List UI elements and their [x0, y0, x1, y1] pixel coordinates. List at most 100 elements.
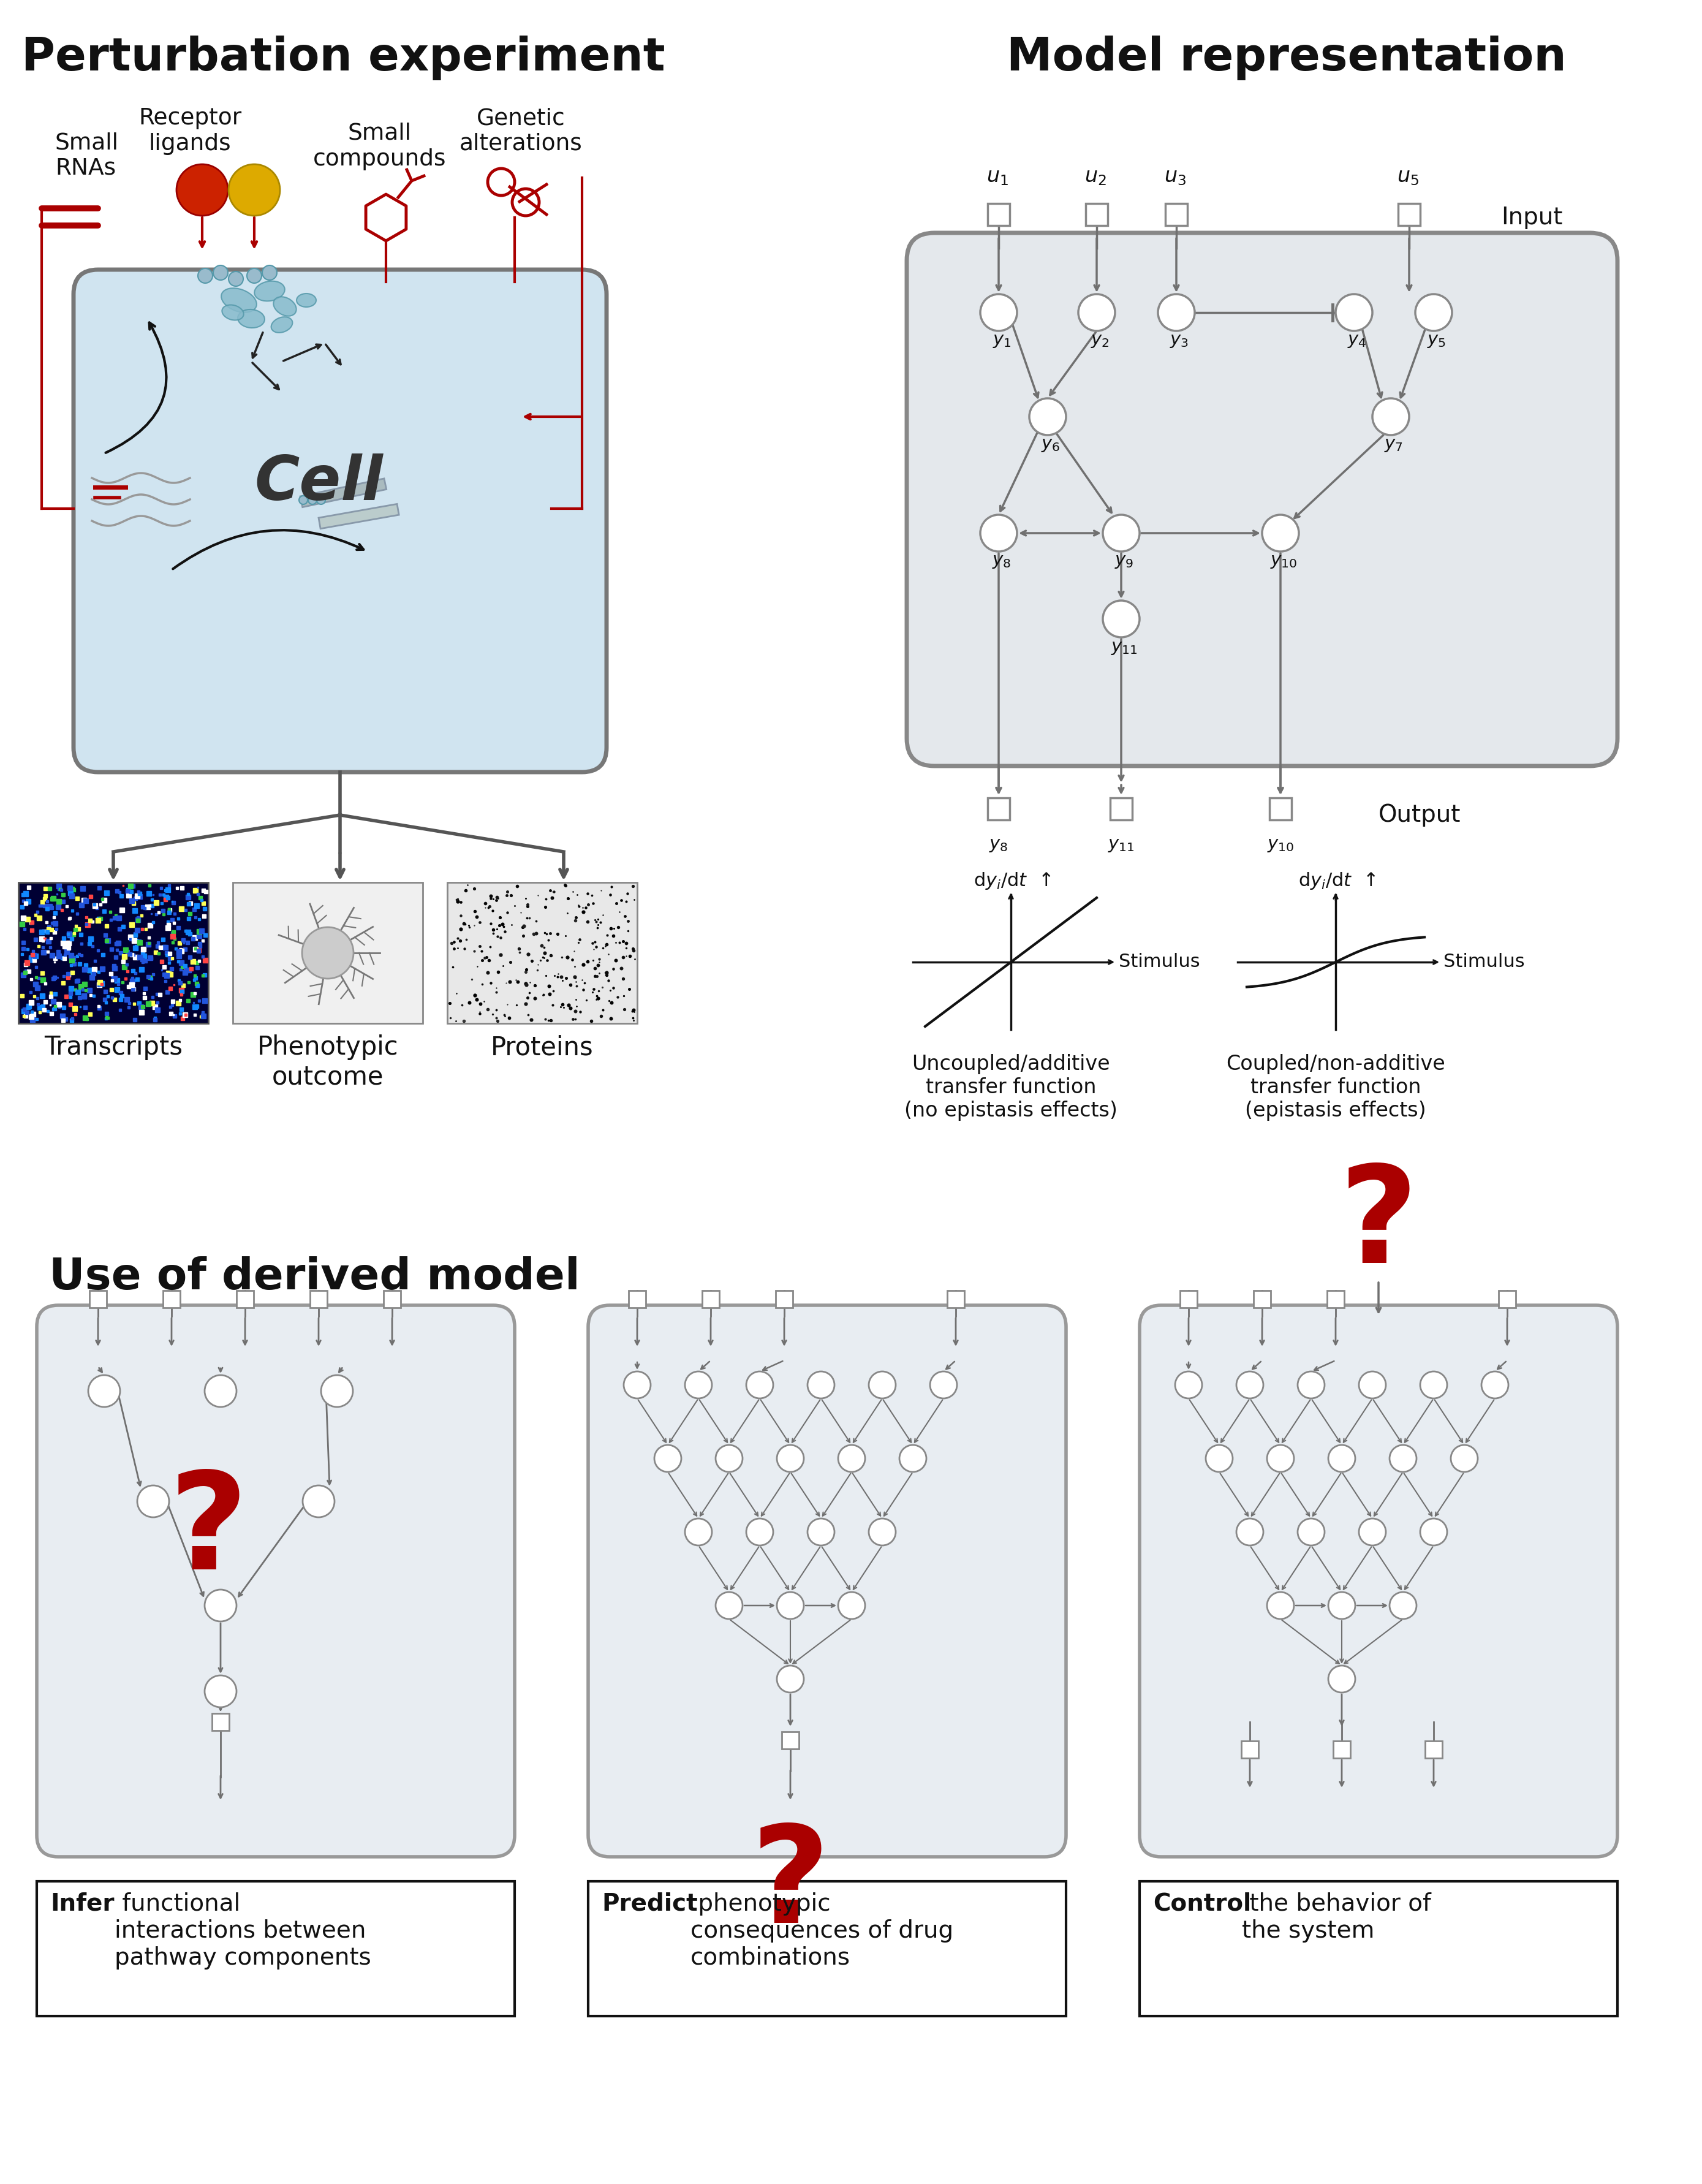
Circle shape [1328, 1592, 1355, 1618]
Text: $y_{11}$: $y_{11}$ [1111, 640, 1137, 657]
Ellipse shape [221, 288, 257, 312]
Circle shape [1419, 1372, 1447, 1398]
Circle shape [317, 496, 325, 505]
Bar [781, 1732, 798, 1749]
Bar [318, 505, 398, 529]
Circle shape [1236, 1372, 1263, 1398]
Circle shape [1266, 1592, 1294, 1618]
Bar [383, 1291, 400, 1308]
Circle shape [1103, 601, 1140, 638]
Bar [163, 1291, 180, 1308]
Text: $u_1$: $u_1$ [987, 166, 1008, 188]
Circle shape [980, 295, 1018, 332]
Text: Uncoupled/additive
transfer function
(no epistasis effects): Uncoupled/additive transfer function (no… [904, 1055, 1118, 1120]
Text: $u_2$: $u_2$ [1084, 166, 1106, 188]
Bar [300, 478, 386, 507]
Text: the behavior of
the system: the behavior of the system [1242, 1891, 1431, 1942]
Text: ?: ? [1339, 1160, 1418, 1291]
Circle shape [1266, 1446, 1294, 1472]
Bar [37, 1880, 514, 2016]
Circle shape [929, 1372, 957, 1398]
Circle shape [301, 928, 354, 978]
Text: Small
compounds: Small compounds [313, 122, 446, 170]
Text: Transcripts: Transcripts [44, 1035, 182, 1059]
Text: $y_3$: $y_3$ [1169, 332, 1190, 349]
Circle shape [228, 271, 243, 286]
Circle shape [745, 1372, 773, 1398]
Circle shape [745, 1518, 773, 1546]
Bar [1110, 797, 1132, 819]
Circle shape [623, 1372, 650, 1398]
Circle shape [715, 1446, 742, 1472]
Text: $u_5$: $u_5$ [1397, 166, 1419, 188]
Bar [1498, 1291, 1516, 1308]
Bar [1270, 797, 1292, 819]
Circle shape [138, 1485, 168, 1518]
Text: $y_8$: $y_8$ [989, 836, 1008, 854]
Ellipse shape [274, 297, 296, 317]
Circle shape [1079, 295, 1115, 332]
Text: $y_{10}$: $y_{10}$ [1270, 553, 1297, 570]
Text: Phenotypic
outcome: Phenotypic outcome [257, 1035, 398, 1090]
Circle shape [1103, 515, 1140, 553]
Circle shape [899, 1446, 926, 1472]
Text: Coupled/non-additive
transfer function
(epistasis effects): Coupled/non-additive transfer function (… [1225, 1055, 1445, 1120]
Ellipse shape [254, 282, 284, 301]
Circle shape [1358, 1518, 1385, 1546]
Bar [703, 1291, 720, 1308]
Bar [628, 1291, 645, 1308]
Bar [448, 882, 637, 1024]
Circle shape [247, 269, 262, 284]
Text: Predict: Predict [601, 1891, 698, 1915]
FancyBboxPatch shape [589, 1306, 1065, 1856]
Circle shape [1389, 1446, 1416, 1472]
Text: $y_8$: $y_8$ [992, 553, 1011, 570]
Text: Proteins: Proteins [490, 1035, 594, 1059]
Text: $y_{10}$: $y_{10}$ [1266, 836, 1294, 854]
Text: $u_3$: $u_3$ [1164, 166, 1186, 188]
Circle shape [1419, 1518, 1447, 1546]
Circle shape [1297, 1372, 1324, 1398]
Circle shape [1336, 295, 1372, 332]
Bar [1140, 1880, 1617, 2016]
Text: Model representation: Model representation [1006, 35, 1566, 81]
Circle shape [89, 1376, 121, 1406]
Circle shape [303, 1485, 335, 1518]
Circle shape [228, 164, 281, 216]
Circle shape [776, 1592, 803, 1618]
Text: d$y_i$/d$t$  ↑: d$y_i$/d$t$ ↑ [974, 871, 1050, 891]
Circle shape [322, 1376, 352, 1406]
Circle shape [1205, 1446, 1232, 1472]
Circle shape [1481, 1372, 1508, 1398]
Text: Perturbation experiment: Perturbation experiment [20, 35, 665, 81]
Bar [237, 1291, 254, 1308]
Bar [1425, 1741, 1442, 1758]
Text: Control: Control [1152, 1891, 1251, 1915]
Bar [948, 1291, 965, 1308]
Circle shape [1263, 515, 1299, 553]
Circle shape [1389, 1592, 1416, 1618]
Circle shape [684, 1518, 711, 1546]
Text: phenotypic
consequences of drug
combinations: phenotypic consequences of drug combinat… [691, 1891, 953, 1970]
Circle shape [204, 1675, 237, 1708]
Text: Stimulus: Stimulus [1118, 952, 1200, 972]
Circle shape [204, 1376, 237, 1406]
Text: Use of derived model: Use of derived model [49, 1256, 580, 1299]
Text: ?: ? [751, 1819, 831, 1950]
Text: Receptor
ligands: Receptor ligands [138, 107, 242, 155]
Bar [776, 1291, 793, 1308]
Circle shape [1328, 1666, 1355, 1693]
Text: Stimulus: Stimulus [1443, 952, 1525, 972]
Text: $y_7$: $y_7$ [1384, 437, 1404, 454]
Circle shape [1236, 1518, 1263, 1546]
Text: Infer: Infer [51, 1891, 114, 1915]
Bar [233, 882, 422, 1024]
Text: Output: Output [1379, 804, 1460, 828]
FancyBboxPatch shape [907, 234, 1617, 767]
Text: $y_4$: $y_4$ [1348, 332, 1367, 349]
Ellipse shape [221, 306, 243, 321]
Text: $y_5$: $y_5$ [1428, 332, 1447, 349]
Bar [1254, 1291, 1271, 1308]
Circle shape [1328, 1446, 1355, 1472]
FancyBboxPatch shape [1140, 1306, 1617, 1856]
